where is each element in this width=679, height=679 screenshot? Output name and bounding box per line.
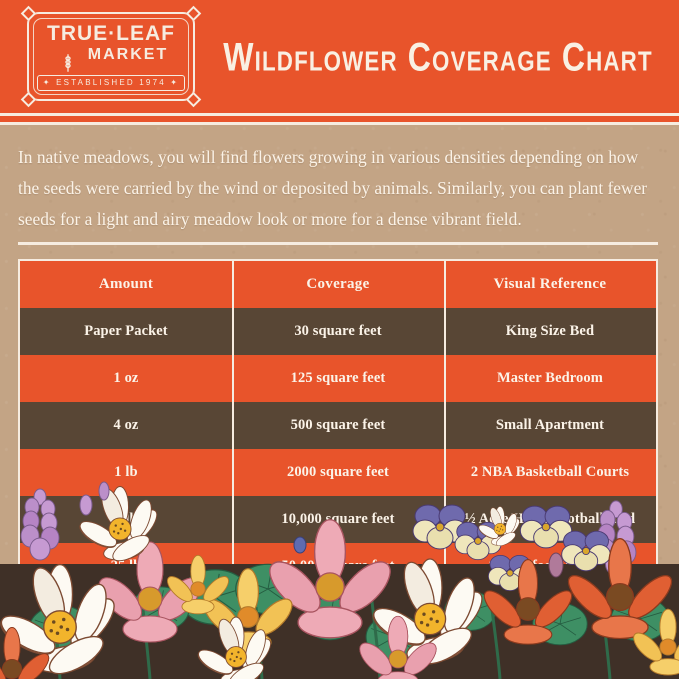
cell-amount: 5 lb [114,511,138,527]
stems-layer [50,598,612,679]
cell-amount: 25 lb [110,558,142,574]
cell-coverage: 10,000 square feet [231,496,444,543]
logo-line-market: MARKET [87,46,169,63]
cell-coverage: 2000 square feet [231,449,444,496]
header-divider-stripe [0,122,679,125]
logo-corner-notch [20,5,37,22]
header-divider-stripe [0,116,679,122]
cell-amount: 1 lb [114,464,138,480]
logo-corner-notch [185,91,202,108]
cell-reference: King Size Bed [443,308,656,355]
cell-reference: Small Apartment [443,402,656,449]
section-divider-rule [18,242,658,245]
table-row: Paper Packet 30 square feet King Size Be… [20,308,656,355]
table-row: 25 lb 50,000 square feet 1 Acre/football… [20,543,656,590]
logo-wordmark: TRUE·LEAF MARKET [27,23,195,63]
cell-reference: Master Bedroom [443,355,656,402]
table-header-row: Amount Coverage Visual Reference [20,261,656,308]
cell-amount: 4 oz [113,417,139,433]
column-header-amount: Amount [98,276,154,292]
cell-amount: 1 oz [113,370,139,386]
cell-coverage: 125 square feet [231,355,444,402]
intro-paragraph: In native meadows, you will find flowers… [18,147,648,229]
logo-frame [20,5,202,108]
cell-coverage: 50,000 square feet [231,543,444,590]
table-row: 1 oz 125 square feet Master Bedroom [20,355,656,402]
page-header: TRUE·LEAF MARKET ✦ ESTABLISHED 1974 ✦ Wi… [0,0,679,113]
logo-established-banner: ✦ ESTABLISHED 1974 ✦ [37,75,185,91]
header-divider-stripe [0,113,679,116]
coverage-table: Amount Coverage Visual Reference Paper P… [18,259,658,590]
wheat-sheaf-icon [65,54,71,72]
logo-corner-notch [20,91,37,108]
logo-line-true-leaf: TRUE·LEAF [47,22,175,45]
table-row: 5 lb 10,000 square feet ½ Acre/Half a fo… [20,496,656,543]
column-header-coverage: Coverage [231,261,444,308]
page-title: Wildflower Coverage Chart [223,33,653,79]
brand-logo: TRUE·LEAF MARKET ✦ ESTABLISHED 1974 ✦ [20,5,202,108]
table-row: 4 oz 500 square feet Small Apartment [20,402,656,449]
logo-corner-notch [185,5,202,22]
cell-amount: Paper Packet [84,323,168,339]
cell-coverage: 500 square feet [231,402,444,449]
cell-reference: ½ Acre/Half a football field [443,496,656,543]
cell-reference: 2 NBA Basketball Courts [443,449,656,496]
table-row: 1 lb 2000 square feet 2 NBA Basketball C… [20,449,656,496]
cell-reference: 1 Acre/football field [443,543,656,590]
column-header-reference: Visual Reference [443,261,656,308]
cell-coverage: 30 square feet [231,308,444,355]
